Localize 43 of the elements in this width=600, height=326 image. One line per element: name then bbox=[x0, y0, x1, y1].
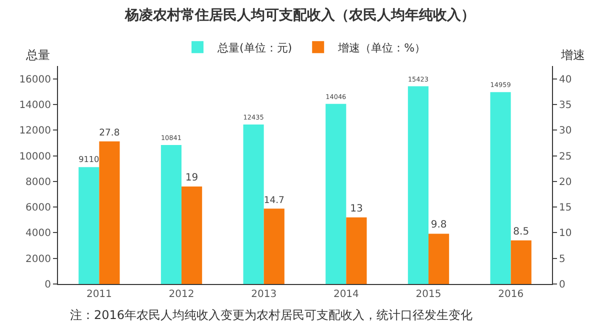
y-axis-title: 总量 bbox=[25, 48, 50, 62]
x-tick-label: 2015 bbox=[416, 289, 442, 300]
x-tick-label: 2016 bbox=[498, 289, 524, 300]
bar bbox=[428, 234, 450, 284]
y-tick-label: 10000 bbox=[19, 151, 51, 162]
legend-label: 总量(单位：元) bbox=[216, 41, 292, 54]
legend-label: 增速（单位：%） bbox=[337, 41, 426, 54]
y2-tick-label: 25 bbox=[559, 151, 572, 162]
data-label: 14.7 bbox=[264, 194, 285, 206]
data-label: 27.8 bbox=[99, 128, 120, 139]
y-tick-label: 2000 bbox=[26, 254, 51, 265]
bar bbox=[490, 92, 511, 284]
y-tick-label: 16000 bbox=[19, 74, 51, 86]
data-label: 19 bbox=[185, 172, 198, 184]
data-label: 9110 bbox=[78, 154, 100, 164]
y2-tick-label: 0 bbox=[559, 280, 566, 290]
x-tick-label: 2013 bbox=[251, 289, 277, 300]
y2-tick-label: 5 bbox=[559, 254, 566, 265]
data-label: 13 bbox=[350, 203, 363, 214]
y2-tick-label: 20 bbox=[559, 176, 572, 188]
x-tick-label: 2011 bbox=[86, 289, 112, 300]
x-tick-label: 2012 bbox=[168, 289, 194, 300]
y2-tick-label: 10 bbox=[559, 228, 572, 240]
y-tick-label: 12000 bbox=[19, 126, 51, 137]
y-tick-label: 4000 bbox=[26, 228, 51, 240]
bar bbox=[326, 104, 346, 284]
y-tick-label: 6000 bbox=[26, 202, 51, 214]
data-label: 8.5 bbox=[513, 226, 530, 238]
y2-tick-label: 30 bbox=[559, 126, 572, 137]
bar bbox=[243, 124, 264, 284]
data-label: 9.8 bbox=[430, 220, 447, 231]
bar bbox=[510, 240, 532, 284]
y-tick-label: 0 bbox=[44, 280, 51, 290]
bar bbox=[408, 86, 428, 284]
y-tick-label: 8000 bbox=[26, 176, 51, 188]
y2-axis-title: 增速 bbox=[560, 48, 585, 62]
chart-title: 杨凌农村常住居民人均可支配收入（农民人均年纯收入） bbox=[124, 8, 475, 24]
text: 注：2016年农民人均纯收入变更为农村居民可支配收入，统计口径发生变化 bbox=[70, 308, 473, 322]
y2-tick-label: 35 bbox=[559, 100, 572, 111]
x-tick-label: 2014 bbox=[333, 289, 359, 300]
y2-tick-label: 15 bbox=[559, 202, 572, 214]
y2-tick-label: 40 bbox=[559, 74, 572, 86]
y-tick-label: 14000 bbox=[19, 100, 51, 111]
